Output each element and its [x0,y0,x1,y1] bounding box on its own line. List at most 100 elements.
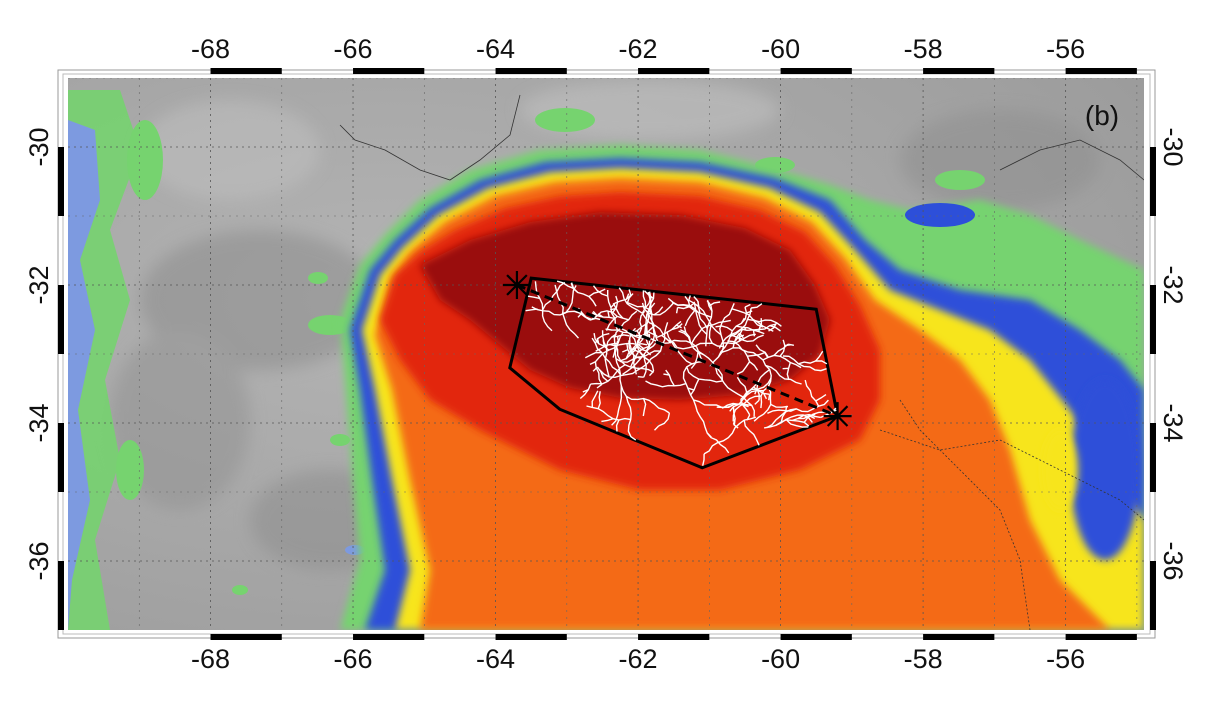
flash-channel [642,290,647,309]
flash-channel [766,399,829,429]
flash-channel [686,366,723,383]
flash-channel [589,331,624,366]
flash-channel [779,339,786,357]
flash-channel [639,310,646,328]
flash-channel [683,326,687,333]
flash-channel [650,296,660,344]
flash-channel [786,362,791,381]
flash-channel [595,342,619,352]
flash-channel [655,323,683,339]
flash-channel [622,340,658,375]
flash-channel [645,333,651,352]
left-scale-bar [58,147,64,216]
flash-channel [746,310,753,314]
flash-channel [677,302,695,310]
flash-channel [525,308,538,312]
flash-channel [736,361,751,375]
flash-channel [671,320,682,330]
flash-channel [527,295,540,300]
flash-channel [637,376,644,378]
flash-channel [653,425,660,431]
flash-channel [718,307,752,349]
flash-channel [613,310,655,373]
flash-channel [769,324,781,332]
right-scale-bar [1150,147,1156,216]
flash-channel [626,293,634,304]
flash-channel [642,398,647,417]
flash-length-line [516,283,839,418]
flash-channel [556,280,574,289]
flash-channel [690,378,700,396]
tick-label-lat-right: -32 [1158,265,1188,304]
tick-label-lat-left: -36 [24,541,54,580]
flash-channel [663,373,670,376]
flash-channel [732,406,736,425]
flash-channel [684,310,696,327]
flash-channel [641,291,652,314]
flash-channel [614,356,637,441]
flash-channel [764,352,769,359]
top-longitude-labels: -68 -66 -64 -62 -60 -58 -56 [191,34,1085,64]
flash-channel [591,390,599,408]
flash-channel [736,325,754,331]
flash-channel [682,360,712,438]
flash-channel [702,453,705,466]
top-scale-bar [638,68,710,74]
flash-channel [715,325,733,332]
flash-channel [721,333,756,345]
flash-channel [767,408,797,414]
tick-label-lon-top: -62 [619,34,658,64]
flash-channel [710,303,735,367]
flash-channel [733,332,741,344]
flash-channel [628,289,632,296]
flash-channel [727,340,772,409]
flash-channel [632,302,656,375]
tick-label-lon-top: -58 [904,34,943,64]
top-scale-bar [210,68,282,74]
flash-channel [577,312,583,318]
left-scale-bar [58,561,64,630]
flash-channel [604,333,617,378]
flash-channel [534,281,553,332]
tick-label-lon-bottom: -64 [476,644,515,674]
flash-channel [762,354,802,369]
flash-endpoint-marker [823,402,852,431]
flash-channel [643,290,654,300]
flash-channel [607,290,619,331]
flash-channel [687,295,691,308]
bottom-longitude-labels: -68 -66 -64 -62 -60 -58 -56 [191,644,1085,674]
flash-channel [591,312,616,320]
flash-channel [634,349,650,362]
flash-channel [602,340,605,347]
flash-channel [622,348,629,353]
top-scale-bar [1065,68,1137,74]
tick-label-lon-top: -66 [334,34,373,64]
flash-channel [586,405,631,421]
flash-channel [782,355,827,372]
flash-channel [716,403,752,409]
map-graticule [68,78,1144,630]
flash-endpoint-marker [502,271,531,299]
flash-channel [705,300,713,347]
flash-channel [703,416,757,455]
flash-channel [770,403,789,408]
tick-label-lon-bottom: -62 [619,644,658,674]
east-cell-blue-2 [1070,380,1140,560]
right-scale-bar [1150,285,1156,354]
bottom-scale-bar [495,634,567,640]
tick-label-lon-bottom: -56 [1046,644,1085,674]
flash-channel [592,285,608,297]
flash-channel [815,350,824,362]
tick-label-lon-top: -60 [761,34,800,64]
flash-channel [753,386,772,422]
left-scale-bar [58,285,64,354]
flash-channel [596,366,609,382]
flash-channel [768,394,771,401]
flash-channel [780,405,788,423]
flash-channel [612,295,619,313]
flash-channel [601,330,608,348]
tick-label-lon-top: -56 [1046,34,1085,64]
top-scale-bar [353,68,425,74]
flash-channel [594,361,603,385]
